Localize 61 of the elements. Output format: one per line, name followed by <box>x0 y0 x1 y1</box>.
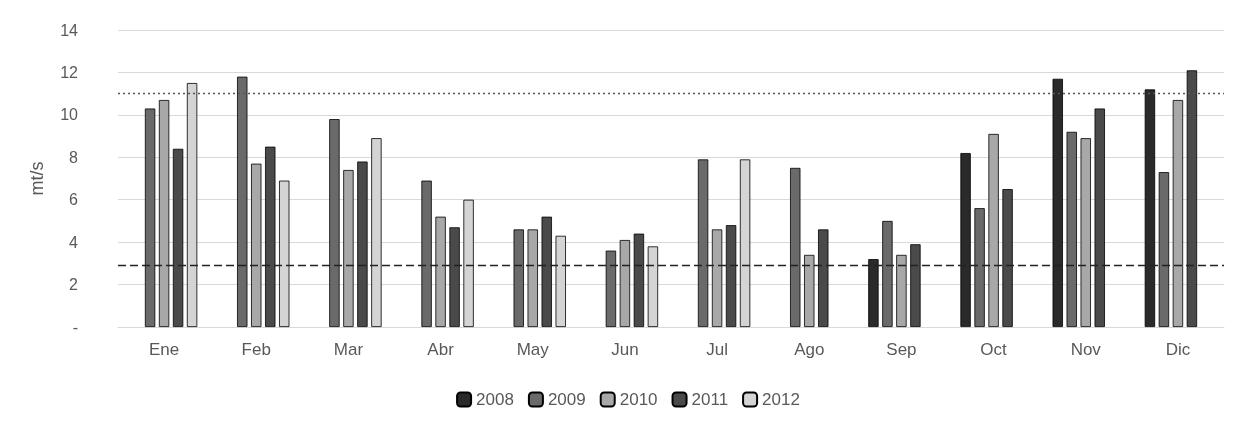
bar <box>449 227 460 327</box>
x-tick-label: Sep <box>886 340 917 359</box>
x-tick-label: Jun <box>611 340 639 359</box>
legend-label: 2011 <box>691 390 729 409</box>
bar <box>343 170 354 327</box>
bar <box>1066 131 1077 327</box>
bar <box>172 148 184 327</box>
x-tick-label: Jul <box>706 340 728 359</box>
x-tick-label: Nov <box>1070 340 1102 359</box>
bar <box>1002 189 1013 327</box>
bar <box>974 208 985 327</box>
bar <box>896 254 907 327</box>
bar <box>605 250 617 327</box>
x-tick-label: Abr <box>427 340 455 359</box>
bar <box>144 108 156 327</box>
legend-label: 2008 <box>476 390 514 409</box>
legend-label: 2009 <box>547 390 586 409</box>
x-tick-label: Dic <box>1165 340 1191 359</box>
bar <box>910 244 921 327</box>
bar <box>527 229 538 327</box>
x-tick-label: Ene <box>148 340 180 359</box>
bar <box>725 225 737 327</box>
x-tick-label: Mar <box>333 340 364 359</box>
bar <box>435 216 446 327</box>
y-tick-label: 12 <box>60 63 79 81</box>
bar <box>513 229 524 327</box>
bar <box>357 161 368 327</box>
bar <box>1094 108 1105 327</box>
legend-label: 2012 <box>762 390 800 409</box>
x-tick-label: Ago <box>794 340 825 359</box>
bar <box>251 163 262 327</box>
x-tick-label: May <box>516 340 550 359</box>
bar <box>988 133 999 327</box>
legend-label: 2010 <box>619 390 658 409</box>
bar <box>697 159 709 327</box>
y-tick-label: 8 <box>69 148 79 166</box>
bar <box>541 216 552 327</box>
bar <box>633 233 645 327</box>
y-tick-label: - <box>72 318 78 336</box>
bar <box>1172 100 1184 327</box>
y-tick-label: 14 <box>60 21 79 39</box>
bar <box>237 76 248 327</box>
bar <box>818 229 829 327</box>
x-tick-label: Oct <box>980 340 1008 359</box>
bar <box>1080 138 1091 327</box>
x-tick-label: Feb <box>241 340 271 359</box>
y-tick-label: 10 <box>60 106 79 124</box>
bar <box>265 146 276 327</box>
bar <box>1158 172 1170 327</box>
y-tick-label: 4 <box>69 233 79 251</box>
y-tick-label: 6 <box>69 191 79 209</box>
bar <box>711 229 723 327</box>
bar <box>619 240 631 327</box>
bar <box>882 220 893 327</box>
bar <box>804 254 815 327</box>
y-axis-title: mt/s <box>27 161 47 196</box>
bar <box>790 167 801 327</box>
y-tick-label: 2 <box>69 276 79 294</box>
bar <box>329 119 340 327</box>
bar <box>158 100 170 327</box>
bar <box>421 180 432 327</box>
